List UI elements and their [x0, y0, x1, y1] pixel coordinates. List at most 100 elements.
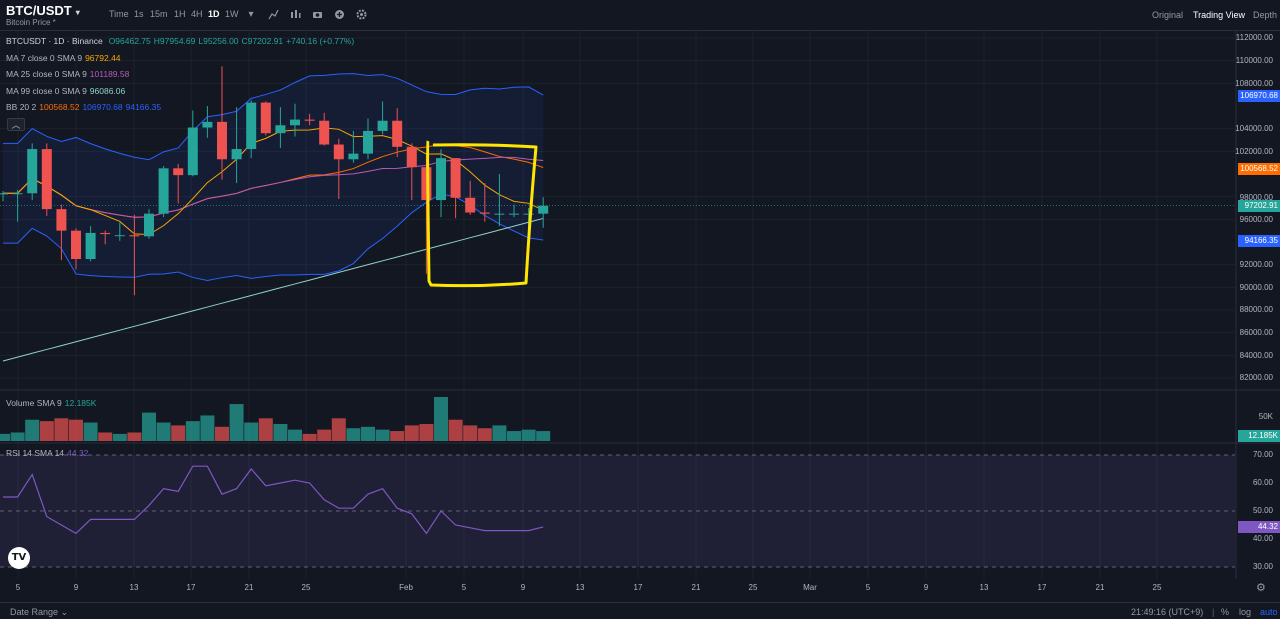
ohlc-legend: BTCUSDT · 1D · Binance O96462.75 H97954.69… [6, 36, 357, 46]
interval-1w[interactable]: 1W [225, 9, 239, 19]
volume-bar [477, 428, 492, 441]
indicators-icon[interactable] [266, 7, 280, 21]
interval-15m[interactable]: 15m [150, 9, 168, 19]
date-axis-label: Feb [399, 583, 413, 592]
ma25-label: MA 25 close 0 SMA 9 [6, 69, 87, 79]
candle-body [41, 149, 52, 210]
log-toggle[interactable]: log [1239, 607, 1252, 617]
rsi-axis-label: 70.00 [1252, 450, 1273, 459]
date-range-label[interactable]: Date Range [10, 607, 59, 617]
settings-icon[interactable] [354, 7, 368, 21]
volume-bar [258, 418, 273, 441]
date-axis-label: 17 [633, 583, 643, 592]
volume-bar [142, 412, 156, 441]
symbol-selector[interactable]: BTC/USDT ▾ [6, 3, 80, 18]
legend-symbol: BTCUSDT · 1D · Binance [6, 36, 103, 46]
candle-body [27, 149, 38, 194]
gear-icon[interactable]: ⚙ [1256, 582, 1266, 594]
volume-bar [492, 425, 507, 441]
candle-body [363, 130, 373, 154]
candle-body [319, 120, 330, 145]
volume-bar [463, 425, 478, 441]
ma7-legend: MA 7 close 0 SMA 9 96792.44 [6, 53, 121, 63]
interval-1h[interactable]: 1H [174, 9, 186, 19]
ma7-value: 96792.44 [85, 53, 121, 63]
date-axis-label: 13 [575, 583, 585, 592]
volume-bar [521, 429, 536, 441]
bollinger-band-fill [3, 73, 544, 281]
rsi-legend: RSI 14 SMA 14 44.32 [6, 448, 88, 458]
candle-body [246, 102, 257, 150]
price-axis-label: 104000.00 [1235, 124, 1273, 133]
tradingview-logo[interactable]: TV [8, 547, 30, 569]
interval-time[interactable]: Time [109, 9, 129, 19]
price-axis-label: 98000.00 [1239, 193, 1273, 202]
rsi-value: 44.32 [67, 448, 89, 458]
price-axis-label: 112000.00 [1235, 33, 1273, 42]
date-range-button[interactable]: Date Range ⌄ [10, 607, 68, 618]
bb-label: BB 20 2 [6, 102, 37, 112]
candle-body [56, 209, 67, 231]
ma25-legend: MA 25 close 0 SMA 9 101189.58 [6, 69, 129, 79]
volume-bar [69, 419, 83, 441]
date-axis-label: 21 [691, 583, 701, 592]
date-axis-label: 9 [520, 583, 526, 592]
bb-mid-tag: 100568.52 [1238, 163, 1280, 175]
symbol-subtitle: Bitcoin Price * [6, 18, 56, 27]
tab-original[interactable]: Original [1152, 10, 1184, 20]
date-axis-label: 9 [73, 583, 79, 592]
highlight-annotation [426, 140, 538, 288]
tab-trading-view[interactable]: Trading View [1193, 10, 1246, 20]
volume-bar [0, 433, 10, 441]
volume-bar [302, 433, 317, 441]
rsi-line [3, 465, 544, 535]
volume-bar [25, 419, 40, 441]
volume-bar [185, 421, 200, 441]
rsi-label: RSI 14 SMA 14 [6, 448, 65, 458]
volume-bar [112, 433, 127, 441]
add-icon[interactable] [332, 7, 346, 21]
chevron-down-icon[interactable]: ⌄ [60, 607, 69, 617]
interval-4h[interactable]: 4H [191, 9, 203, 19]
date-axis-label: 21 [244, 583, 254, 592]
chevron-down-icon[interactable]: ▾ [75, 8, 80, 17]
candle-body [479, 212, 490, 214]
volume-bar [83, 422, 98, 441]
date-axis-label: 25 [1152, 583, 1162, 592]
symbol-title[interactable]: BTC/USDT [6, 3, 72, 18]
price-chart[interactable] [0, 31, 1280, 602]
volume-bar [507, 431, 521, 441]
date-axis-label: 13 [129, 583, 139, 592]
chart-type-icon[interactable] [288, 7, 302, 21]
interval-1s[interactable]: 1s [134, 9, 144, 19]
volume-bar [215, 426, 229, 441]
more-intervals-icon[interactable]: ▾ [248, 8, 254, 20]
candle-body [348, 153, 359, 160]
candle-body [217, 121, 227, 160]
candle-body [158, 168, 169, 214]
auto-toggle[interactable]: auto [1260, 607, 1278, 617]
tab-depth[interactable]: Depth [1253, 10, 1278, 20]
candle-body [202, 121, 213, 128]
camera-icon[interactable] [310, 7, 324, 21]
ma99-line [2, 217, 544, 362]
volume-tag: 12.185K [1238, 430, 1280, 442]
date-axis-label: 5 [15, 583, 21, 592]
volume-bar [244, 422, 259, 441]
bb-upper-tag: 106970.68 [1238, 90, 1280, 102]
date-axis-label: 9 [923, 583, 929, 592]
legend-high: H97954.69 [153, 36, 196, 46]
candle-body [114, 235, 125, 237]
candle-body [304, 119, 315, 121]
interval-1d[interactable]: 1D [208, 9, 220, 19]
volume-value: 12.185K [64, 398, 97, 408]
chevron-up-icon[interactable]: ︿ [7, 118, 25, 131]
volume-bar [127, 432, 142, 441]
candle-body [85, 232, 96, 259]
price-axis-label: 84000.00 [1239, 351, 1273, 360]
candle-body [494, 213, 505, 215]
candle-body [465, 197, 476, 213]
volume-bar [448, 419, 463, 441]
volume-bar [419, 423, 434, 441]
percent-toggle[interactable]: % [1221, 607, 1230, 617]
